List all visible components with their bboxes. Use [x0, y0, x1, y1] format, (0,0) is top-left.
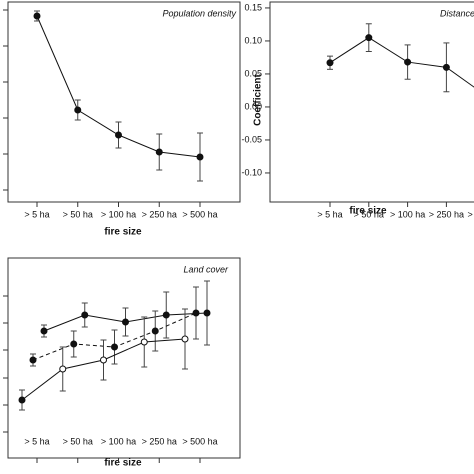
chart-title: Population density [162, 8, 236, 18]
x-tick-label: > 5 ha [24, 436, 49, 446]
x-tick-label: > 5 ha [24, 209, 49, 219]
plot-frame [269, 1, 474, 203]
x-tick-label: > 100 ha [390, 209, 425, 219]
plot-frame [7, 1, 241, 203]
y-tick-label: 0.10 [244, 35, 262, 45]
point [122, 318, 129, 326]
point [404, 58, 412, 66]
x-axis-label: fire size [104, 227, 142, 238]
point [40, 327, 48, 335]
point [181, 335, 189, 343]
x-tick-label: > 100 ha [101, 436, 136, 446]
point [18, 396, 26, 404]
plot-frame [7, 257, 241, 459]
series-line [329, 37, 474, 88]
point [100, 356, 107, 364]
x-tick-label: > 500 ha [182, 436, 217, 446]
point [203, 309, 211, 317]
point [162, 311, 170, 319]
point [151, 327, 159, 335]
y-tick-label: -0.10 [241, 167, 262, 177]
point [29, 356, 37, 364]
x-tick-label: > 500 ha [468, 209, 474, 219]
point [59, 365, 67, 373]
point [33, 12, 41, 20]
x-tick-label: > 500 ha [182, 209, 217, 219]
point [140, 338, 148, 346]
chart-title: Land cover [183, 264, 229, 274]
point [155, 148, 163, 156]
x-tick-label: > 250 ha [142, 209, 177, 219]
point [192, 309, 200, 317]
point [365, 34, 373, 42]
x-tick-label: > 250 ha [429, 209, 464, 219]
point [74, 106, 82, 114]
x-tick-label: > 5 ha [317, 209, 342, 219]
point [196, 153, 204, 161]
chart-title: Distance [440, 8, 474, 18]
y-tick-label: 0.05 [244, 68, 262, 78]
point [326, 59, 334, 67]
x-tick-label: > 50 ha [354, 209, 384, 219]
x-tick-label: > 100 ha [101, 209, 136, 219]
y-tick-label: 0.00 [244, 101, 262, 111]
x-tick-label: > 250 ha [142, 436, 177, 446]
x-axis-label: fire size [349, 206, 387, 217]
y-tick-label: -0.05 [241, 134, 262, 144]
point [111, 343, 118, 351]
y-tick-label: 0.15 [244, 2, 262, 12]
x-axis-label: fire size [104, 458, 142, 469]
y-axis-label: Coefficient [253, 73, 264, 125]
point [70, 340, 78, 348]
point [81, 311, 89, 319]
point [115, 131, 122, 139]
x-tick-label: > 50 ha [63, 209, 93, 219]
y-ticks [3, 9, 8, 433]
point [442, 63, 450, 71]
x-tick-label: > 50 ha [63, 436, 93, 446]
